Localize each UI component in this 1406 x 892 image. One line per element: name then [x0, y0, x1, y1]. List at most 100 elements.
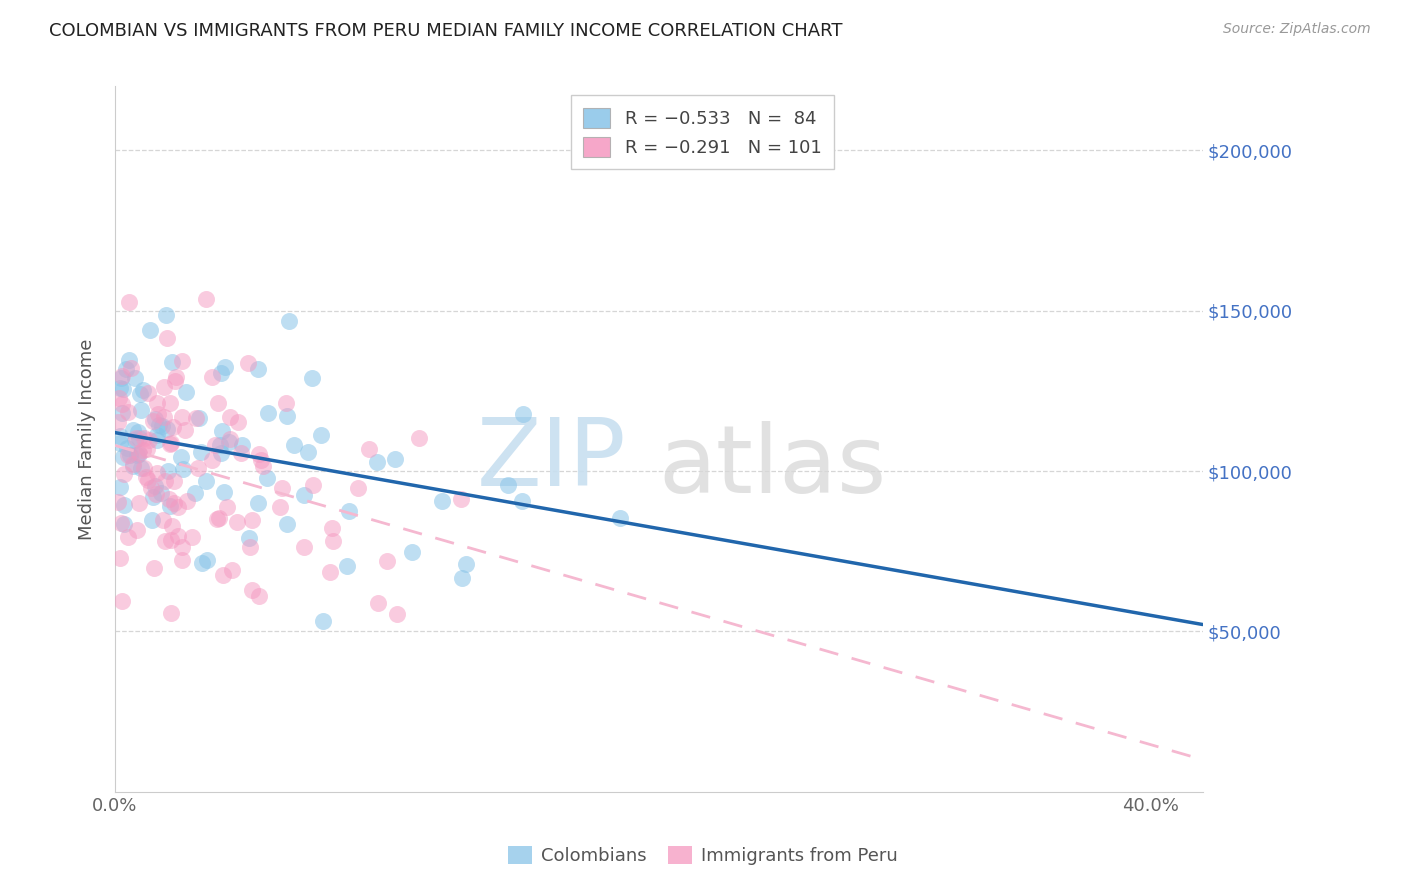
- Point: [129, 402, 152, 417]
- Point: [367, 596, 389, 610]
- Text: ZIP: ZIP: [477, 414, 626, 506]
- Text: COLOMBIAN VS IMMIGRANTS FROM PERU MEDIAN FAMILY INCOME CORRELATION CHART: COLOMBIAN VS IMMIGRANTS FROM PERU MEDIAN…: [49, 22, 842, 40]
- Point: [209, 446, 232, 460]
- Point: [132, 383, 155, 397]
- Point: [337, 504, 360, 518]
- Point: [153, 533, 176, 548]
- Point: [174, 385, 197, 400]
- Point: [110, 381, 132, 395]
- Point: [302, 478, 325, 492]
- Point: [195, 292, 218, 306]
- Point: [110, 370, 132, 384]
- Point: [195, 475, 218, 489]
- Point: [108, 428, 131, 442]
- Point: [117, 449, 139, 463]
- Point: [336, 559, 359, 574]
- Point: [142, 414, 165, 428]
- Point: [146, 427, 169, 442]
- Point: [165, 370, 187, 384]
- Point: [309, 428, 332, 442]
- Point: [155, 308, 177, 322]
- Point: [195, 552, 218, 566]
- Point: [148, 407, 170, 421]
- Point: [165, 374, 187, 388]
- Legend: Colombians, Immigrants from Peru: Colombians, Immigrants from Peru: [502, 838, 904, 872]
- Point: [312, 614, 335, 628]
- Point: [112, 516, 135, 531]
- Point: [212, 568, 235, 582]
- Point: [118, 352, 141, 367]
- Point: [128, 495, 150, 509]
- Point: [240, 513, 263, 527]
- Text: Source: ZipAtlas.com: Source: ZipAtlas.com: [1223, 22, 1371, 37]
- Point: [143, 561, 166, 575]
- Y-axis label: Median Family Income: Median Family Income: [79, 338, 96, 540]
- Point: [111, 450, 134, 464]
- Point: [277, 314, 299, 328]
- Point: [211, 424, 233, 438]
- Point: [128, 431, 150, 445]
- Point: [257, 406, 280, 420]
- Legend: R = −0.533   N =  84, R = −0.291   N = 101: R = −0.533 N = 84, R = −0.291 N = 101: [571, 95, 834, 169]
- Point: [297, 444, 319, 458]
- Point: [121, 423, 143, 437]
- Point: [366, 454, 388, 468]
- Point: [188, 410, 211, 425]
- Point: [181, 530, 204, 544]
- Point: [160, 518, 183, 533]
- Point: [322, 534, 344, 549]
- Point: [167, 528, 190, 542]
- Point: [301, 371, 323, 385]
- Point: [172, 410, 194, 425]
- Point: [128, 445, 150, 459]
- Point: [108, 550, 131, 565]
- Point: [450, 492, 472, 507]
- Point: [276, 409, 298, 423]
- Point: [208, 510, 231, 524]
- Point: [129, 460, 152, 475]
- Text: atlas: atlas: [659, 421, 887, 513]
- Point: [162, 474, 184, 488]
- Point: [346, 481, 368, 495]
- Point: [108, 435, 131, 450]
- Point: [121, 458, 143, 473]
- Point: [170, 552, 193, 566]
- Point: [174, 424, 197, 438]
- Point: [226, 415, 249, 429]
- Point: [125, 523, 148, 537]
- Point: [145, 487, 167, 501]
- Point: [384, 451, 406, 466]
- Point: [143, 412, 166, 426]
- Point: [112, 467, 135, 481]
- Point: [249, 589, 271, 603]
- Point: [209, 366, 232, 380]
- Point: [201, 369, 224, 384]
- Point: [157, 492, 180, 507]
- Point: [139, 481, 162, 495]
- Point: [292, 540, 315, 554]
- Point: [247, 447, 270, 461]
- Point: [111, 594, 134, 608]
- Point: [408, 431, 430, 445]
- Point: [107, 415, 129, 429]
- Point: [271, 481, 294, 495]
- Point: [609, 510, 631, 524]
- Point: [162, 420, 184, 434]
- Point: [218, 435, 240, 450]
- Point: [138, 434, 160, 448]
- Point: [152, 380, 174, 394]
- Point: [155, 475, 177, 489]
- Point: [138, 473, 160, 487]
- Point: [283, 438, 305, 452]
- Point: [187, 461, 209, 475]
- Point: [226, 515, 249, 529]
- Point: [146, 433, 169, 447]
- Point: [146, 466, 169, 480]
- Point: [357, 442, 380, 457]
- Point: [160, 533, 183, 547]
- Point: [125, 431, 148, 445]
- Point: [115, 442, 138, 456]
- Point: [512, 408, 534, 422]
- Point: [120, 360, 142, 375]
- Point: [112, 498, 135, 512]
